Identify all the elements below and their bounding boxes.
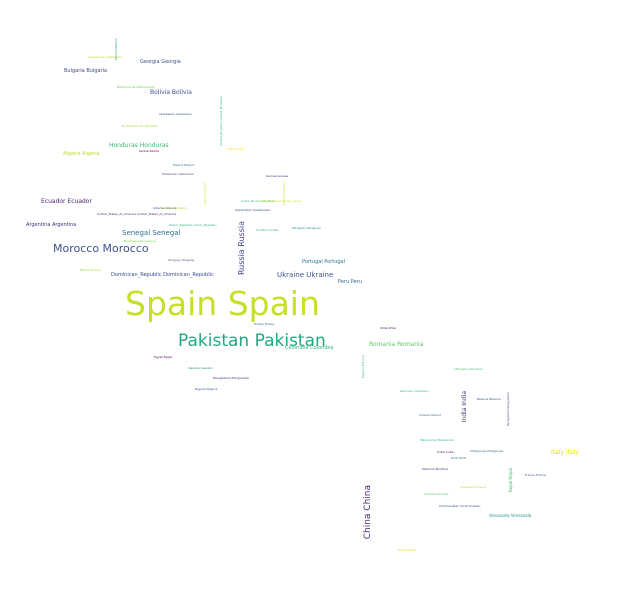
word-gambia: Gambia Gambia [424, 492, 449, 496]
word-sweden: Sweden Sweden [188, 366, 213, 370]
word-venezuela: Venezuela Venezuela [489, 513, 532, 518]
word-malta: Malta Malta [227, 147, 245, 151]
word-spain: Spain Spain [125, 284, 320, 323]
word-costa-rica: Costa_Rica Costa_Rica [241, 199, 275, 203]
word-kyrgyzstan: Kyrgyzstan Kyrgyzstan [506, 392, 510, 426]
word-algeria: Algeria Algeria [63, 151, 100, 157]
word-nepal: Nepal Nepal [508, 468, 513, 493]
word-russia: Russia Russia [237, 221, 246, 276]
word-usa: United_States_of_America United_States_o… [97, 212, 177, 216]
word-kazakhstan: Kazakhstan Kazakhstan [235, 208, 271, 212]
word-egypt: Egypt Egypt [154, 355, 173, 359]
word-romania: Romania Romania [369, 341, 424, 348]
word-ireland: Ireland Ireland [419, 413, 441, 417]
word-brazil: Brazil Brazil [398, 548, 416, 552]
word-nicaragua: Nicaragua Nicaragua [124, 239, 156, 243]
word-colombia: Colombia Colombia [285, 345, 334, 351]
word-germany: Germany Germany [400, 389, 429, 393]
word-azerbaijan: Azerbaijan Azerbaijan [159, 112, 192, 116]
word-united-kingdom: United_Kingdom United_Kingdom [219, 96, 223, 147]
word-india: India India [461, 391, 468, 423]
word-estonia: Estonia Estonia [361, 355, 365, 379]
word-ecuador: Ecuador Ecuador [41, 198, 92, 205]
word-uruguay: Uruguay Uruguay [168, 258, 195, 262]
word-honduras: Honduras Honduras [109, 142, 169, 149]
word-jamaica: Jamaica Jamaica [162, 206, 187, 210]
word-bosnia: Bosnia Bosnia [80, 268, 102, 272]
word-georgia: Georgia Georgia [140, 59, 181, 65]
word-chile: Chile Chile [380, 326, 396, 330]
word-bolivia: Bolivia Bolivia [150, 89, 192, 96]
word-ukraine: Ukraine Ukraine [277, 271, 334, 279]
word-lithuania: Lithuania Lithuania [454, 367, 483, 371]
word-portugal: Portugal Portugal [302, 259, 346, 265]
word-albania: Albania Albania [153, 206, 177, 210]
word-moldova: Moldova Moldova [422, 467, 449, 471]
word-netherlands: Netherlands Netherlands [117, 85, 155, 89]
word-turkmenistan: Turkmenistan Turkmenistan [439, 504, 481, 508]
word-bulgaria: Bulgaria Bulgaria [64, 68, 108, 74]
word-senegal: Senegal Senegal [122, 229, 181, 237]
word-el-salvador: El_Salvador El_Salvador [122, 124, 158, 128]
word-pakistan: Pakistan Pakistan [178, 331, 326, 351]
word-turkey: Turkey Turkey [254, 322, 275, 326]
word-dominican-republic: Dominican_Republic Dominican_Republic [111, 272, 214, 278]
word-guatemala: Guatemala Guatemala [88, 55, 122, 59]
word-serbia: Serbia Serbia [139, 149, 160, 153]
word-bangladesh: Bangladesh Bangladesh [213, 376, 250, 380]
word-croatia: Croatia Croatia [256, 228, 279, 232]
word-poland: Poland Poland [173, 163, 194, 167]
word-iceland: Iceland Iceland [203, 183, 207, 206]
word-guinea: Guinea Guinea [266, 174, 289, 178]
word-paraguay: Paraguay Paraguay [292, 226, 321, 230]
word-argentina: Argentina Argentina [26, 222, 77, 228]
word-belarus: Belarus Belarus [477, 397, 501, 401]
word-nigeria: Nigeria Nigeria [195, 387, 218, 391]
word-cuba: Cuba Cuba [437, 450, 454, 454]
word-china: China China [363, 485, 373, 540]
word-morocco: Morocco Morocco [53, 242, 149, 255]
word-philippines: Philippines Philippines [470, 449, 504, 453]
word-armenia: Armenia Armenia [460, 485, 487, 489]
word-sierra-leone: Sierra_Leone Sierra_Leone [262, 199, 302, 203]
word-peru: Peru Peru [338, 279, 362, 285]
word-czech-republic: Czech_Republic Czech_Republic [169, 223, 217, 227]
word-italy: Italy Italy [551, 449, 579, 456]
word-macedonia: Macedonia Macedonia [420, 438, 454, 442]
word-france: France France [525, 473, 546, 477]
word-haiti: Haiti Haiti [451, 456, 466, 460]
word-cameroon: Cameroon Cameroon [162, 172, 194, 176]
